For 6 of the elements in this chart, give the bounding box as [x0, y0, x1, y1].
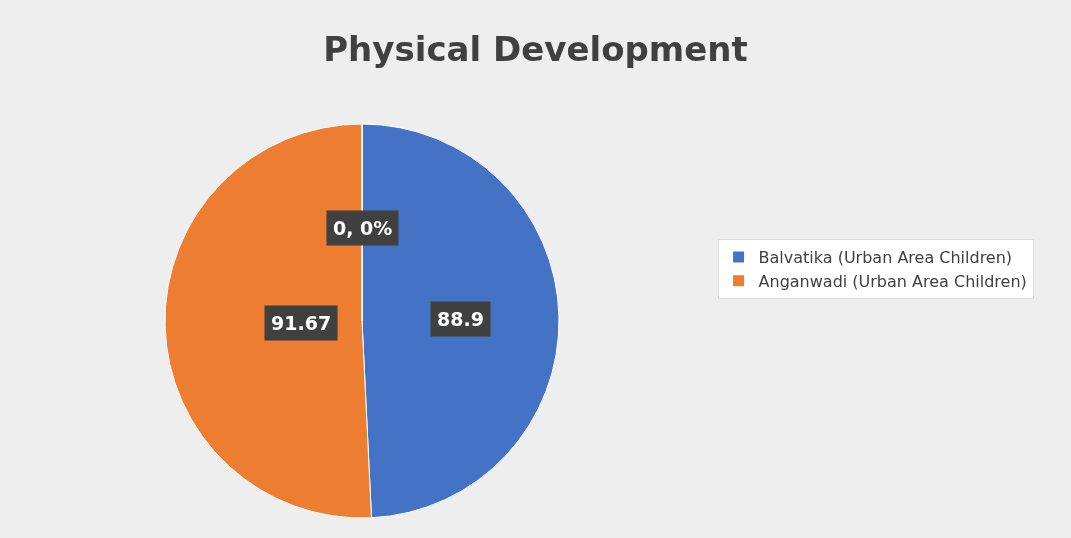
- data-label: 88.9: [437, 308, 484, 330]
- legend-label: Balvatika (Urban Area Children): [758, 248, 1013, 268]
- chart-title: Physical Development: [323, 29, 748, 70]
- legend-label: Anganwadi (Urban Area Children): [758, 271, 1027, 291]
- data-label: 91.67: [271, 312, 332, 334]
- text: 0, 0%: [333, 217, 393, 239]
